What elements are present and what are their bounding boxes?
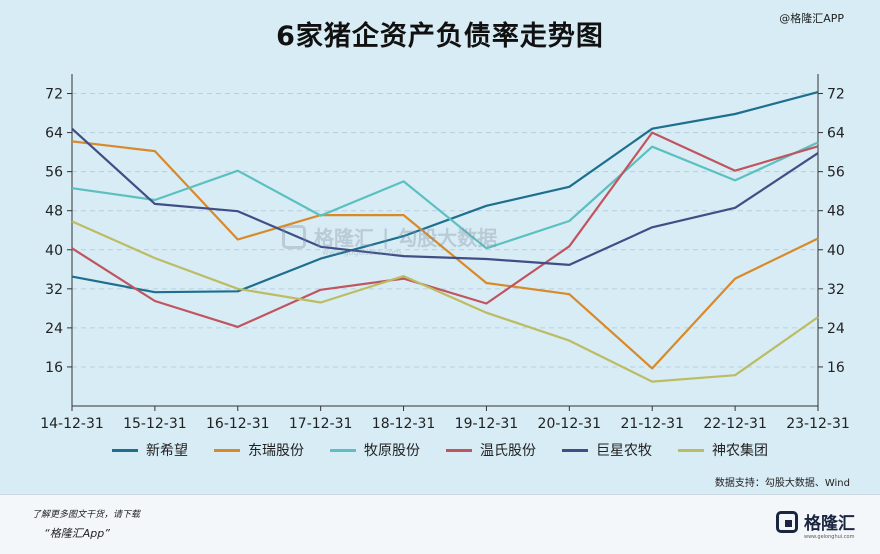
y-tick-label-right: 48 (827, 204, 845, 220)
x-tick-label: 23-12-31 (786, 416, 850, 432)
y-tick-label-right: 64 (827, 126, 845, 142)
y-tick-label-left: 40 (45, 243, 63, 259)
watermark-sub: 勾股大数据 (397, 226, 498, 250)
chart-title: 6家猪企资产负债率走势图 (276, 21, 604, 52)
series-line (71, 127, 819, 266)
legend-label: 神农集团 (712, 443, 768, 459)
data-source: 数据支持：勾股大数据、Wind (714, 478, 850, 489)
legend-swatch (562, 448, 588, 452)
y-tick-label-right: 16 (827, 360, 845, 376)
watermark-url: www.gogudata.com (322, 248, 402, 257)
x-tick-label: 18-12-31 (372, 416, 436, 432)
y-tick-label-left: 16 (45, 360, 63, 376)
x-tick-label: 21-12-31 (620, 416, 684, 432)
plot-area (72, 74, 818, 406)
y-tick-label-left: 24 (45, 321, 63, 337)
legend-item: 东瑞股份 (214, 440, 304, 460)
legend-swatch (214, 448, 240, 452)
y-tick-label-right: 40 (827, 243, 845, 259)
y-tick-label-left: 32 (45, 282, 63, 298)
legend-item: 巨星农牧 (562, 440, 652, 460)
x-tick-label: 19-12-31 (455, 416, 519, 432)
legend-swatch (446, 448, 472, 452)
series-line (71, 140, 819, 370)
brand-logo-icon (776, 510, 798, 533)
legend-item: 温氏股份 (446, 440, 536, 460)
y-tick-label-left: 72 (45, 87, 63, 103)
y-tick-label-left: 64 (45, 126, 63, 142)
series-line (71, 91, 819, 294)
line-chart: 16 16 24 24 32 32 40 40 48 48 56 56 64 64 72 72 14-12-31… (40, 74, 850, 432)
watermark-logo-icon (282, 224, 306, 249)
legend-label: 巨星农牧 (596, 443, 652, 459)
footer-logo-text: 格隆汇 (804, 514, 855, 534)
top-watermark: @格隆汇APP (779, 12, 844, 25)
y-tick-label-right: 56 (827, 165, 845, 181)
series-line (71, 141, 819, 250)
y-tick-label-right: 32 (827, 282, 845, 298)
y-tick-label-right: 24 (827, 321, 845, 337)
legend-label: 新希望 (146, 443, 188, 459)
x-tick-label: 20-12-31 (538, 416, 602, 432)
center-watermark: 格隆汇 | 勾股大数据 www.gogudata.com (282, 222, 498, 257)
footer-logo: 格隆汇 www.gelonghui.com (776, 509, 855, 540)
watermark-brand: 格隆汇 (314, 226, 374, 250)
footer: 了解更多图文干货，请下载 “格隆汇App” 格隆汇 www.gelonghui.… (0, 494, 880, 554)
legend-item: 神农集团 (678, 440, 768, 460)
footer-promo: 了解更多图文干货，请下载 (32, 510, 141, 520)
x-tick-label: 16-12-31 (206, 416, 270, 432)
x-tick-label: 14-12-31 (40, 416, 104, 432)
legend-label: 东瑞股份 (248, 443, 304, 459)
y-tick-label-left: 56 (45, 165, 63, 181)
x-tick-label: 15-12-31 (123, 416, 187, 432)
footer-app-name: “格隆汇App” (44, 527, 110, 540)
x-tick-label: 17-12-31 (289, 416, 353, 432)
legend-item: 牧原股份 (330, 440, 420, 460)
series-line (71, 220, 819, 383)
legend-swatch (112, 448, 138, 452)
footer-logo-url: www.gelonghui.com (804, 534, 855, 540)
x-tick-label: 22-12-31 (703, 416, 767, 432)
legend-swatch (330, 448, 356, 452)
chart-legend: 新希望 东瑞股份 牧原股份 温氏股份 巨星农牧 神农集团 (0, 440, 880, 460)
series-line (71, 131, 819, 328)
legend-swatch (678, 448, 704, 452)
legend-label: 牧原股份 (364, 443, 420, 459)
y-tick-label-right: 72 (827, 87, 845, 103)
legend-label: 温氏股份 (480, 443, 536, 459)
watermark-divider: | (382, 224, 390, 249)
y-tick-label-left: 48 (45, 204, 63, 220)
legend-item: 新希望 (112, 440, 188, 460)
